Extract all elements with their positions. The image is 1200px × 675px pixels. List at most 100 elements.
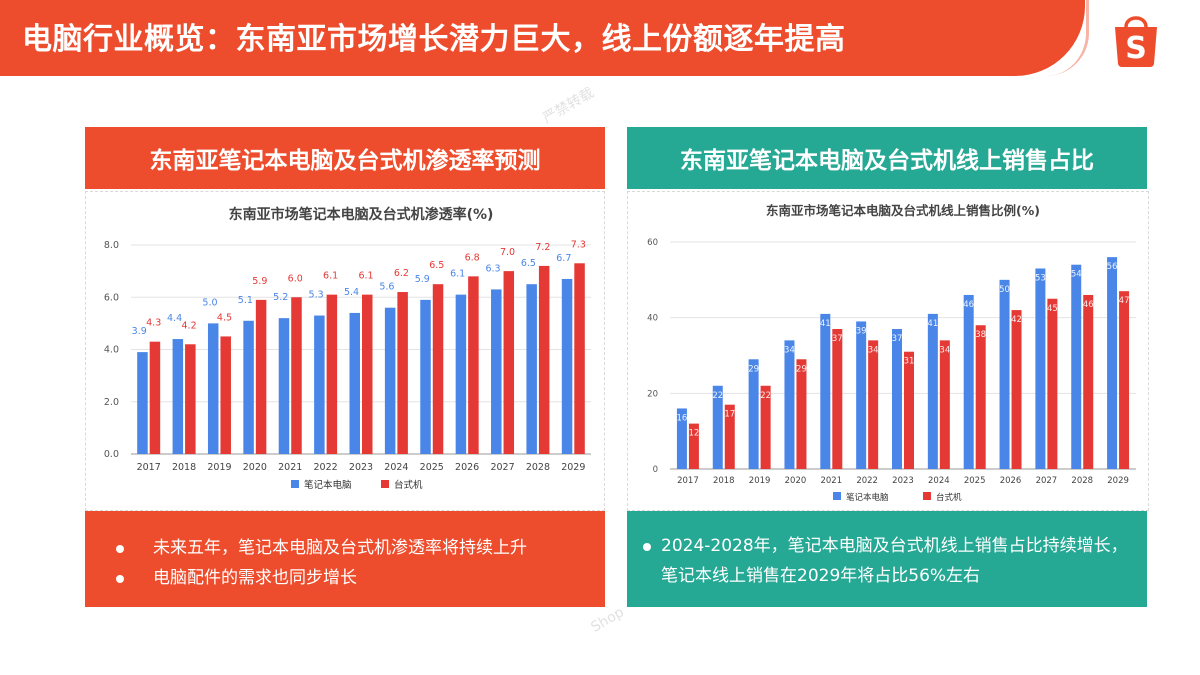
x-tick-label: 2026 [1000, 476, 1022, 486]
bar [574, 263, 585, 454]
data-label: 16 [677, 413, 688, 423]
legend-label: 笔记本电脑 [846, 492, 889, 503]
x-tick-label: 2028 [1071, 476, 1093, 486]
panel-footer: 未来五年，笔记本电脑及台式机渗透率将持续上升 电脑配件的需求也同步增长 [85, 511, 605, 607]
data-label: 6.1 [323, 271, 338, 282]
bullet-list: 2024-2028年，笔记本电脑及台式机线上销售占比持续增长，笔记本线上销售在2… [641, 531, 1141, 591]
bar [538, 265, 550, 454]
bar [724, 404, 735, 469]
bar [1047, 298, 1058, 469]
x-tick-label: 2029 [561, 462, 585, 473]
bar [185, 344, 196, 454]
shopee-bag-icon: S [1115, 16, 1157, 67]
data-label: 29 [796, 364, 807, 374]
online-share-chart-box: 东南亚市场笔记本电脑及台式机线上销售比例(%) 0 20 40 60 2017 16 12 20… [627, 191, 1149, 511]
bar [975, 325, 986, 469]
legend-swatch [923, 492, 931, 500]
bar [491, 289, 502, 454]
data-label: 29 [748, 364, 759, 374]
data-label: 46 [1083, 300, 1094, 310]
penetration-panel: 东南亚笔记本电脑及台式机渗透率预测 东南亚市场笔记本电脑及台式机渗透率(%) 0.… [85, 127, 605, 607]
x-tick-label: 2023 [349, 462, 373, 473]
data-label: 22 [712, 391, 723, 401]
data-label: 5.0 [202, 297, 217, 308]
bar [137, 352, 148, 454]
data-label: 34 [784, 345, 795, 355]
data-label: 5.3 [309, 290, 324, 301]
data-label: 45 [1047, 304, 1058, 314]
panel-title: 东南亚笔记本电脑及台式机渗透率预测 [85, 127, 605, 189]
x-tick-label: 2024 [384, 462, 408, 473]
x-tick-label: 2020 [243, 462, 267, 473]
data-label: 41 [820, 319, 831, 329]
bar [963, 294, 974, 469]
bar [243, 320, 254, 454]
bar [999, 279, 1010, 469]
data-label: 46 [963, 300, 974, 310]
data-label: 6.5 [429, 260, 444, 271]
data-label: 5.9 [415, 274, 430, 285]
bar [220, 336, 231, 454]
data-label: 42 [1011, 315, 1022, 325]
data-label: 3.9 [132, 326, 147, 337]
page-title: 电脑行业概览：东南亚市场增长潜力巨大，线上份额逐年提高 [22, 22, 846, 57]
bullet-item: 未来五年，笔记本电脑及台式机渗透率将持续上升 [113, 533, 527, 563]
bar [1011, 310, 1022, 469]
bar [503, 271, 515, 454]
watermark: 严禁转载 [540, 84, 597, 127]
data-label: 7.2 [535, 242, 550, 253]
x-tick-label: 2027 [1036, 476, 1058, 486]
bar [748, 359, 759, 469]
x-tick-label: 2018 [172, 462, 196, 473]
bar [1083, 294, 1094, 469]
bar [149, 341, 161, 454]
data-label: 4.2 [182, 320, 197, 331]
bar [561, 278, 573, 454]
data-label: 6.7 [556, 253, 571, 264]
legend-label: 笔记本电脑 [304, 479, 352, 491]
data-label: 5.2 [273, 292, 288, 303]
x-tick-label: 2022 [314, 462, 338, 473]
bar [856, 321, 867, 469]
bar [432, 284, 444, 454]
chart-title: 东南亚市场笔记本电脑及台式机线上销售比例(%) [766, 203, 1040, 218]
data-label: 31 [904, 357, 915, 367]
bar [397, 292, 408, 454]
data-label: 37 [832, 334, 843, 344]
data-label: 34 [868, 345, 879, 355]
bar [868, 340, 879, 469]
y-tick-label: 2.0 [104, 397, 119, 408]
x-tick-label: 2029 [1107, 476, 1129, 486]
y-tick-label: 20 [647, 389, 658, 399]
bar [820, 313, 831, 469]
bar [468, 276, 479, 454]
bar [362, 294, 373, 454]
legend-label: 台式机 [394, 479, 423, 491]
bar [207, 323, 219, 454]
bar [278, 318, 290, 454]
bar [349, 312, 360, 454]
data-label: 6.2 [394, 268, 409, 279]
legend-label: 台式机 [936, 492, 962, 503]
watermark: Shop [588, 604, 627, 636]
bar [314, 315, 325, 454]
x-tick-label: 2024 [928, 476, 950, 486]
x-tick-label: 2021 [820, 476, 842, 486]
x-tick-label: 2025 [420, 462, 444, 473]
bar [420, 299, 431, 454]
data-label: 4.4 [167, 313, 182, 324]
y-tick-label: 0.0 [104, 449, 119, 460]
bar [904, 351, 914, 469]
data-label: 6.0 [288, 273, 303, 284]
bar [1107, 257, 1118, 469]
x-tick-label: 2019 [207, 462, 231, 473]
data-label: 6.1 [450, 269, 465, 280]
legend-swatch [291, 480, 299, 488]
bar [712, 385, 723, 469]
data-label: 7.3 [571, 239, 586, 250]
x-tick-label: 2020 [785, 476, 807, 486]
bar [384, 307, 396, 454]
bar [172, 339, 184, 454]
bar [1071, 264, 1082, 469]
panel-title: 东南亚笔记本电脑及台式机线上销售占比 [627, 127, 1147, 189]
